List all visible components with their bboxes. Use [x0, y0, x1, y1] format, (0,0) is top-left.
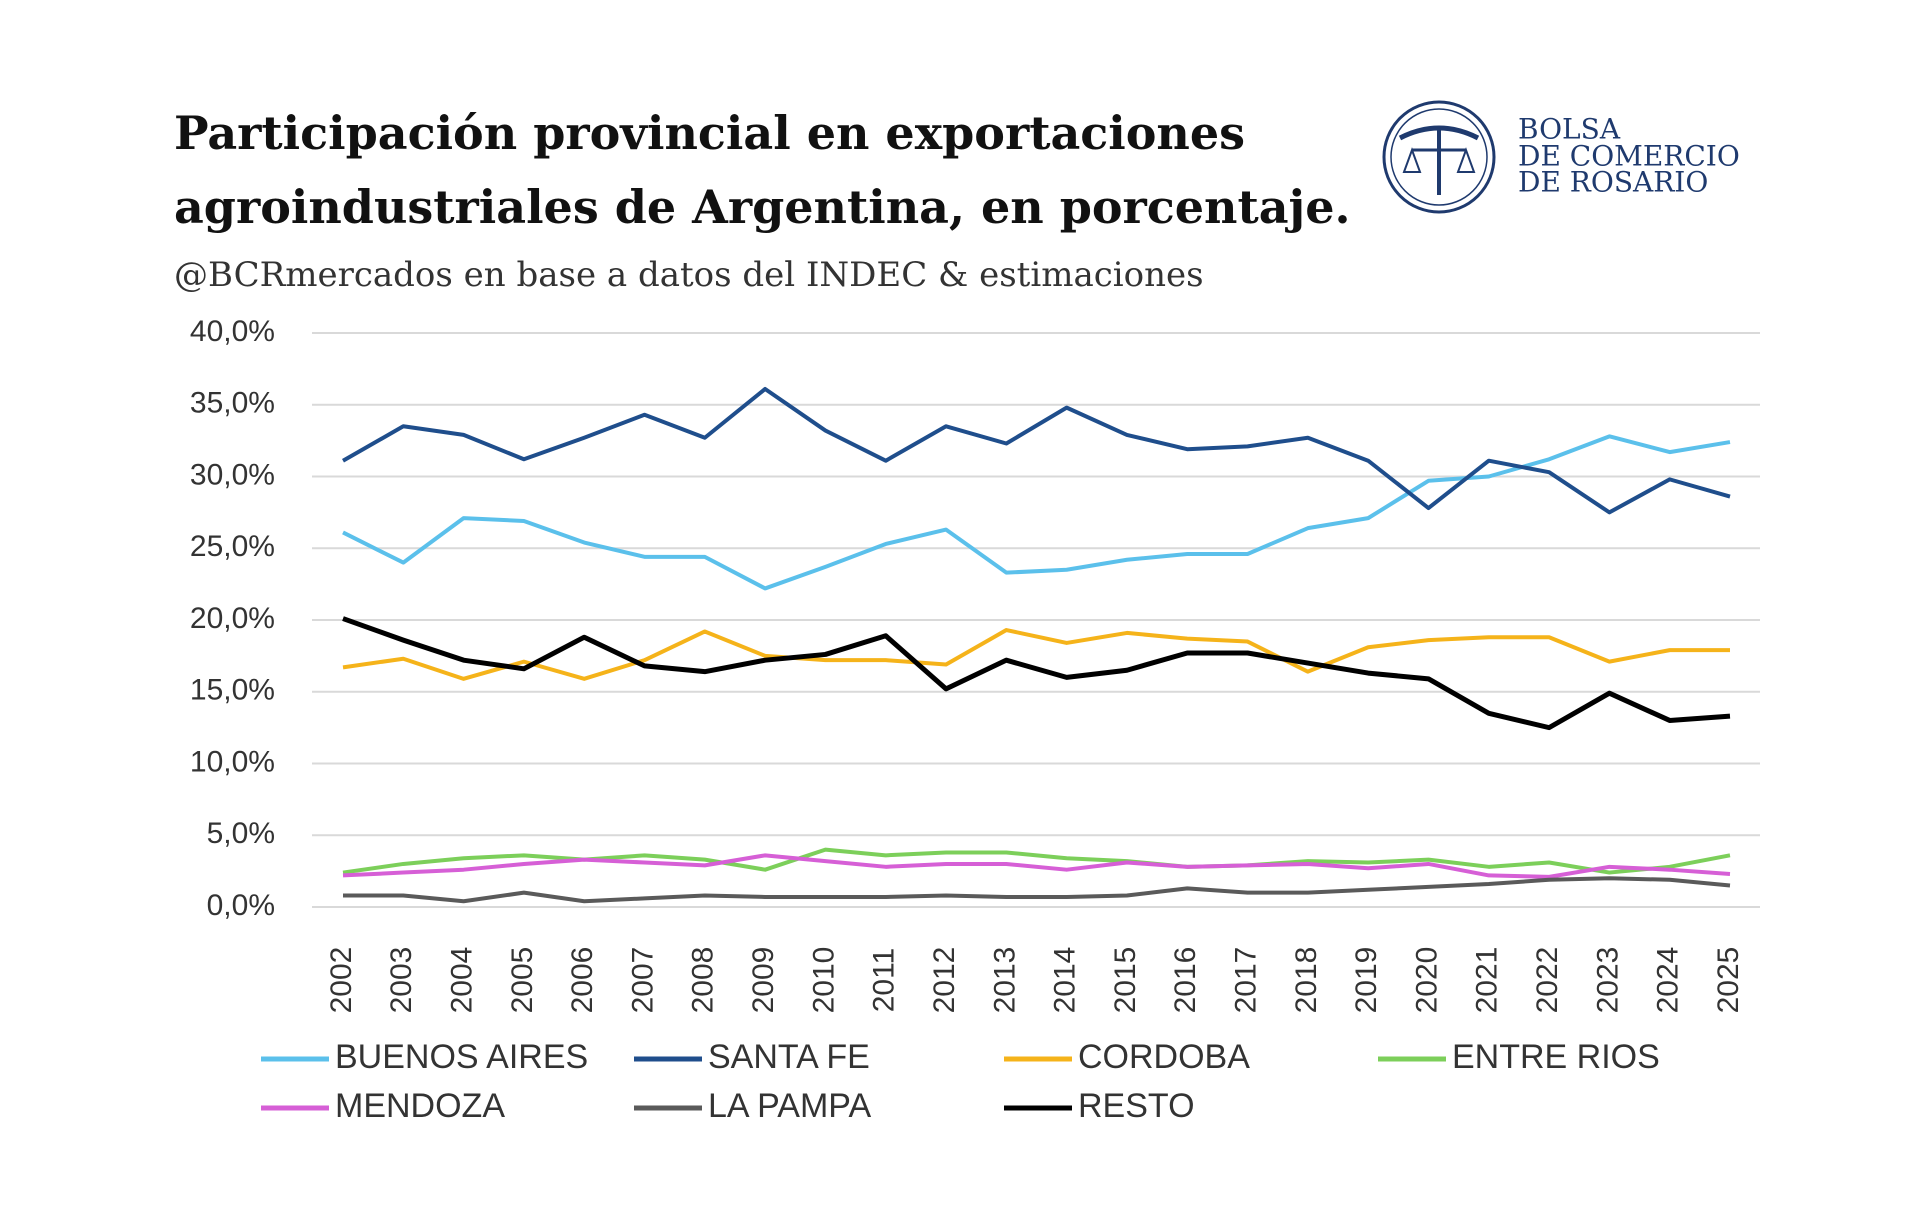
- legend-label: ENTRE RIOS: [1452, 1038, 1660, 1076]
- x-tick-label: 2015: [1109, 947, 1142, 1014]
- logo-text: DE ROSARIO: [1518, 166, 1708, 199]
- logo-text: DE COMERCIO: [1518, 140, 1740, 173]
- legend-label: BUENOS AIRES: [335, 1038, 588, 1076]
- x-tick-label: 2008: [687, 947, 720, 1014]
- x-tick-label: 2007: [626, 947, 659, 1014]
- legend-label: CORDOBA: [1078, 1038, 1250, 1076]
- series-line: [342, 853, 1731, 879]
- y-tick-label: 25,0%: [190, 530, 275, 563]
- y-tick-label: 15,0%: [190, 674, 275, 707]
- x-tick-label: 2003: [385, 947, 418, 1014]
- y-tick-label: 10,0%: [190, 745, 275, 778]
- x-tick-label: 2005: [506, 947, 539, 1014]
- x-tick-label: 2010: [807, 947, 840, 1014]
- y-tick-label: 20,0%: [190, 602, 275, 635]
- y-tick-label: 35,0%: [190, 387, 275, 420]
- chart-title: agroindustriales de Argentina, en porcen…: [174, 180, 1350, 234]
- x-tick-label: 2021: [1471, 947, 1504, 1014]
- chart-title: Participación provincial en exportacione…: [174, 106, 1245, 160]
- x-tick-label: 2013: [988, 947, 1021, 1014]
- x-tick-label: 2022: [1531, 947, 1564, 1014]
- y-tick-label: 0,0%: [207, 889, 275, 922]
- x-tick-label: 2019: [1350, 947, 1383, 1014]
- x-tick-label: 2009: [747, 947, 780, 1014]
- series-line: [342, 628, 1730, 681]
- chart-subtitle: @BCRmercados en base a datos del INDEC &…: [174, 255, 1204, 295]
- x-tick-label: 2023: [1591, 947, 1624, 1014]
- series-line: [342, 386, 1731, 515]
- x-tick-label: 2012: [928, 947, 961, 1014]
- x-tick-label: 2006: [566, 947, 599, 1014]
- x-tick-label: 2025: [1712, 947, 1745, 1014]
- logo-scale: [1402, 147, 1476, 173]
- x-tick-label: 2014: [1049, 947, 1082, 1014]
- y-tick-label: 40,0%: [190, 315, 275, 348]
- logo: BOLSA DE COMERCIO DE ROSARIO: [1382, 100, 1740, 214]
- x-tick-label: 2011: [868, 948, 901, 1013]
- legend-label: LA PAMPA: [708, 1087, 871, 1125]
- legend-label: MENDOZA: [335, 1087, 505, 1125]
- x-tick-label: 2002: [325, 947, 358, 1014]
- x-tick-label: 2016: [1169, 947, 1202, 1014]
- x-tick-label: 2018: [1290, 947, 1323, 1014]
- series-line: [342, 434, 1731, 591]
- legend-label: SANTA FE: [708, 1038, 870, 1076]
- y-tick-label: 5,0%: [207, 817, 275, 850]
- logo-ring: [1382, 100, 1496, 214]
- logo-wings: [1398, 125, 1480, 141]
- legend-label: RESTO: [1078, 1087, 1195, 1125]
- logo-ring: [1390, 108, 1488, 206]
- y-tick-label: 30,0%: [190, 458, 275, 491]
- x-tick-label: 2004: [446, 947, 479, 1014]
- logo-text: BOLSA: [1518, 113, 1621, 146]
- x-tick-label: 2024: [1652, 947, 1685, 1014]
- x-tick-label: 2017: [1229, 947, 1262, 1014]
- series-line: [343, 876, 1731, 904]
- x-tick-label: 2020: [1410, 947, 1443, 1014]
- series-line: [342, 616, 1731, 731]
